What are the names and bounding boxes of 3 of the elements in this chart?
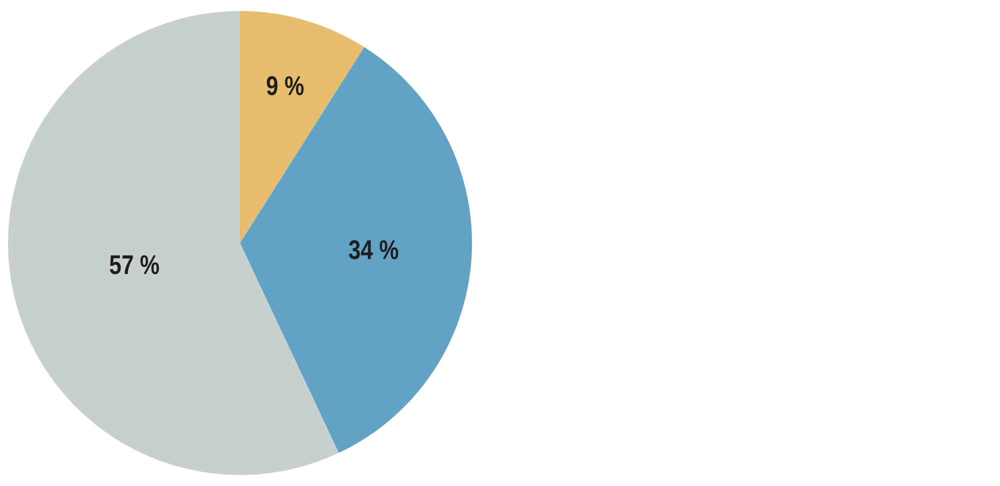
data-label: 57 %: [109, 251, 160, 281]
data-label: 34 %: [348, 236, 399, 266]
data-label: 9 %: [266, 72, 304, 102]
